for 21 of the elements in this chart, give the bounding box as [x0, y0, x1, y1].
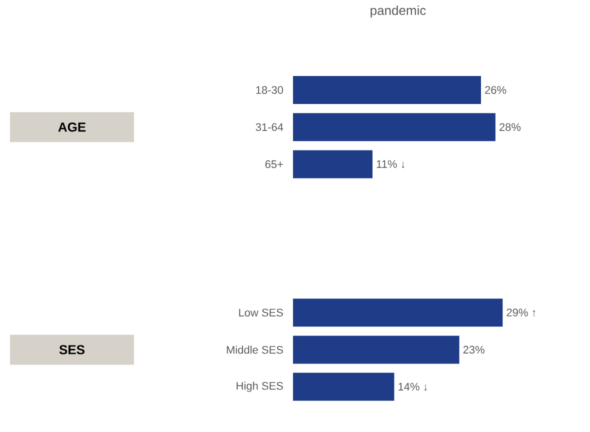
bar: [293, 150, 373, 178]
data-label: 14% ↓: [398, 382, 427, 391]
bar: [293, 113, 496, 142]
bar: [293, 336, 460, 364]
bar: [293, 298, 503, 327]
text: SES: [59, 345, 84, 354]
y-tick-label: 65+: [265, 160, 283, 168]
chart-title: pandemic: [370, 6, 426, 18]
data-label: 11% ↓: [376, 160, 404, 168]
y-tick-label: 31-64: [256, 123, 284, 131]
bar: [293, 372, 394, 401]
bar: [293, 76, 481, 104]
y-tick-label: 18-30: [256, 86, 284, 94]
y-tick-label: Middle SES: [226, 346, 283, 354]
y-tick-label: High SES: [236, 382, 283, 392]
y-tick-label: Low SES: [239, 308, 283, 316]
data-label: 23%: [463, 346, 484, 354]
data-label: 29% ↑: [506, 308, 536, 317]
data-label: 28%: [500, 123, 521, 131]
text: AGE: [58, 122, 86, 132]
data-label: 26%: [485, 86, 506, 94]
